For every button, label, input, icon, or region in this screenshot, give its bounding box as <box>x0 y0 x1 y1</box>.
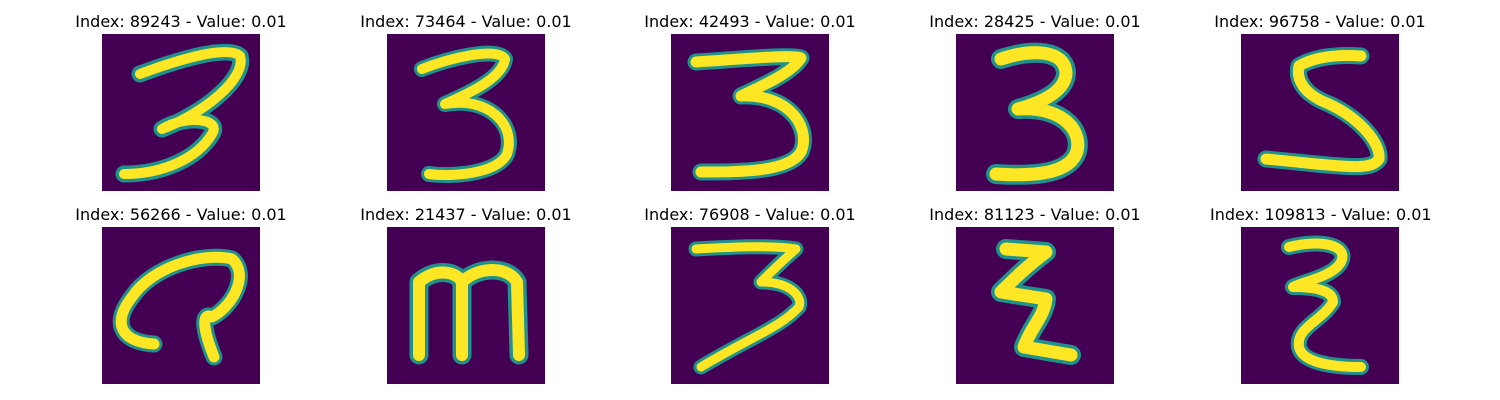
digit-image-stroke <box>1281 235 1369 375</box>
digit-image-stroke <box>115 43 250 183</box>
digit-image <box>387 227 545 384</box>
digit-image <box>671 34 829 191</box>
digit-image <box>1241 227 1399 384</box>
panel-title: Index: 96758 - Value: 0.01 <box>1214 12 1426 31</box>
panel-title: Index: 81123 - Value: 0.01 <box>929 205 1141 224</box>
sample-panel-5: Index: 96758 - Value: 0.01 <box>1210 13 1430 193</box>
sample-panel-9: Index: 81123 - Value: 0.01 <box>925 206 1145 386</box>
digit-image <box>671 227 829 384</box>
panel-title: Index: 56266 - Value: 0.01 <box>75 205 287 224</box>
digit-image-stroke <box>414 45 517 183</box>
digit-image <box>102 227 260 384</box>
sample-panel-6: Index: 56266 - Value: 0.01 <box>71 206 291 386</box>
digit-image-stroke <box>687 48 812 181</box>
digit-image-stroke <box>409 260 529 365</box>
sample-panel-10: Index: 109813 - Value: 0.01 <box>1210 205 1432 386</box>
sample-panel-2: Index: 73464 - Value: 0.01 <box>356 13 576 193</box>
sample-panel-4: Index: 28425 - Value: 0.01 <box>925 13 1145 193</box>
panel-title: Index: 73464 - Value: 0.01 <box>360 12 572 31</box>
panel-title: Index: 42493 - Value: 0.01 <box>644 12 856 31</box>
panel-title: Index: 21437 - Value: 0.01 <box>360 205 572 224</box>
panel-title: Index: 109813 - Value: 0.01 <box>1210 205 1432 224</box>
sample-panel-8: Index: 76908 - Value: 0.01 <box>640 206 860 386</box>
digit-image-stroke <box>991 239 1081 365</box>
sample-panel-7: Index: 21437 - Value: 0.01 <box>356 206 576 386</box>
panel-title: Index: 76908 - Value: 0.01 <box>644 205 856 224</box>
digit-image-stroke <box>688 239 808 375</box>
sample-panel-1: Index: 89243 - Value: 0.01 <box>71 13 291 193</box>
digit-image <box>1241 34 1399 191</box>
digit-image <box>956 34 1114 191</box>
digit-image-stroke <box>1257 47 1388 176</box>
digit-image <box>102 34 260 191</box>
panel-title: Index: 28425 - Value: 0.01 <box>929 12 1141 31</box>
panel-title: Index: 89243 - Value: 0.01 <box>75 12 287 31</box>
digit-image-stroke <box>986 42 1088 185</box>
digit-image-stroke <box>112 248 248 366</box>
sample-panel-3: Index: 42493 - Value: 0.01 <box>640 13 860 193</box>
digit-image <box>387 34 545 191</box>
digit-image <box>956 227 1114 384</box>
